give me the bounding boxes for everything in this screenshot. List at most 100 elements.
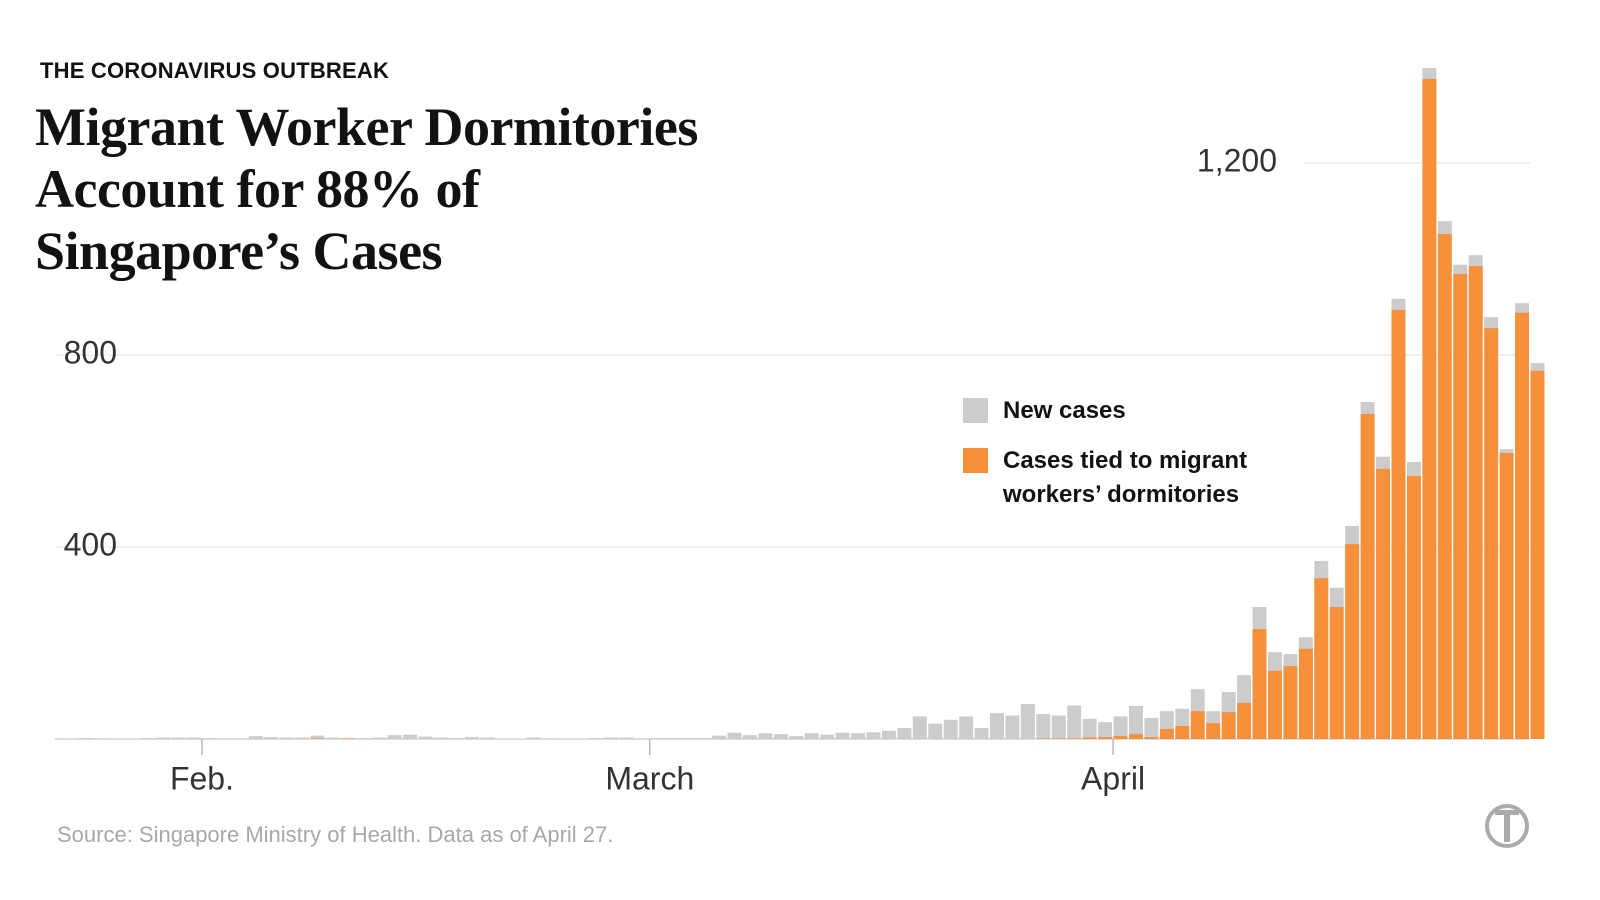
bar [712, 735, 727, 739]
bar [727, 732, 742, 739]
bar [804, 733, 819, 739]
bar [387, 735, 402, 739]
bar [78, 738, 93, 739]
bar [820, 734, 835, 739]
bar [881, 730, 896, 739]
logo-part [1504, 812, 1510, 842]
bar [866, 732, 881, 739]
bar [1036, 714, 1051, 739]
bar [1190, 711, 1205, 739]
y-tick-label: 400 [64, 526, 117, 562]
bar [990, 713, 1004, 739]
bar [1051, 715, 1066, 739]
bar [1530, 370, 1545, 739]
bar [1221, 712, 1236, 739]
bar [1020, 703, 1035, 739]
bar [171, 737, 186, 739]
legend-label: New cases [1003, 397, 1126, 424]
bar [835, 732, 850, 739]
bar [1129, 705, 1143, 739]
legend: New cases Cases tied to migrant workers’ … [963, 397, 1293, 532]
bar [1237, 703, 1252, 739]
bar [789, 736, 804, 739]
bar [1159, 728, 1174, 739]
bar [959, 716, 974, 739]
bar [264, 737, 279, 739]
bar [1005, 715, 1020, 739]
bar [295, 737, 310, 739]
x-tick-label: March [605, 760, 694, 796]
bar [1082, 718, 1097, 739]
bar [248, 736, 263, 739]
bar [1283, 666, 1298, 739]
bar [326, 737, 340, 739]
bar [1113, 716, 1128, 739]
bar [681, 738, 696, 739]
bar [1175, 726, 1190, 739]
bar [1067, 705, 1082, 739]
bar [928, 723, 943, 739]
bar [1206, 723, 1221, 739]
bar [1484, 328, 1499, 739]
bar [912, 716, 927, 739]
bar [1422, 79, 1437, 739]
bar [1437, 234, 1452, 740]
bar [526, 737, 541, 739]
bar [310, 735, 325, 739]
bar [897, 727, 912, 739]
y-tick-label: 800 [64, 334, 117, 370]
bar [1391, 309, 1406, 739]
bar [202, 738, 217, 739]
bar [187, 737, 201, 739]
source-note: Source: Singapore Ministry of Health. Da… [57, 822, 614, 847]
bar [758, 733, 773, 739]
logo [1485, 804, 1529, 848]
bar [619, 737, 634, 739]
bar [1314, 578, 1329, 739]
y-tick-label: 1,200 [1197, 142, 1277, 178]
legend-item: Cases tied to migrant workers’ dormitori… [963, 447, 1293, 512]
bar [418, 736, 433, 739]
bar [1098, 737, 1113, 739]
bar [372, 737, 387, 739]
bar [1298, 648, 1313, 739]
chart-title: Migrant Worker Dormitories Account for 8… [35, 97, 698, 281]
bar [851, 733, 865, 739]
bar [1345, 544, 1360, 739]
bar [1406, 475, 1421, 739]
bar [449, 738, 464, 739]
bar [773, 734, 788, 739]
bar [156, 737, 171, 739]
bar [742, 735, 757, 739]
bar [1360, 414, 1375, 739]
bar [943, 719, 958, 739]
bar [480, 737, 495, 739]
bar [1515, 312, 1529, 739]
kicker: THE CORONAVIRUS OUTBREAK [40, 58, 390, 83]
bar [650, 738, 665, 739]
x-tick-label: April [1081, 760, 1145, 796]
bar [1499, 452, 1514, 739]
bar [665, 738, 680, 739]
x-tick-label: Feb. [170, 760, 234, 796]
bar [1468, 266, 1483, 739]
bar [974, 727, 989, 739]
bar [1376, 468, 1391, 739]
bar [1329, 607, 1344, 739]
bar [1453, 273, 1468, 739]
bar [356, 738, 371, 739]
bar [464, 737, 479, 739]
bar [588, 738, 603, 739]
legend-swatch [963, 398, 988, 423]
bar [1098, 722, 1113, 739]
bar [603, 737, 618, 739]
bar [1144, 717, 1159, 739]
bar [434, 737, 449, 739]
bar [279, 737, 294, 739]
bar [1113, 736, 1128, 739]
bar [1082, 737, 1097, 739]
bar [1144, 737, 1159, 739]
bar [403, 734, 418, 739]
